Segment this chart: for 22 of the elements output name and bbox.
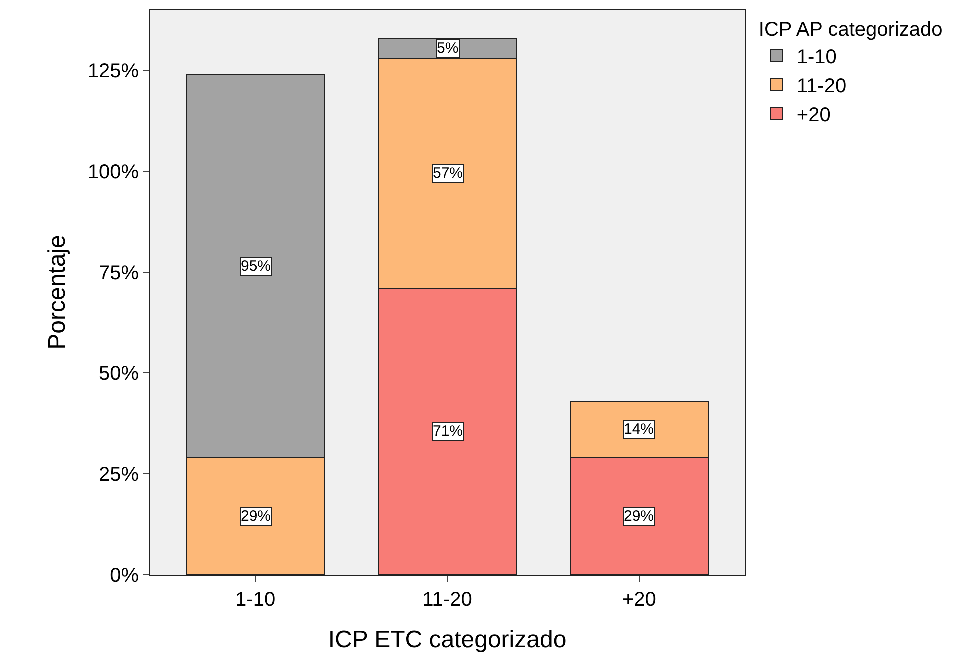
x-tick-label: +20 [622, 589, 656, 611]
legend-label: 11-20 [796, 75, 847, 98]
y-tick-label: 100% [88, 161, 140, 184]
data-label: 14% [624, 421, 654, 438]
data-label: 29% [241, 508, 272, 525]
x-tick-label: 1-10 [236, 589, 276, 611]
data-label: 95% [241, 258, 272, 275]
y-axis-title: Porcentaje [44, 235, 71, 350]
y-tick-label: 50% [98, 363, 140, 386]
legend-label: +20 [796, 104, 831, 126]
x-tick-label: 11-20 [422, 589, 472, 611]
y-tick-label: 125% [88, 60, 140, 83]
data-label: 5% [437, 40, 459, 57]
y-tick-label: 25% [98, 464, 140, 486]
y-tick-label: 75% [98, 262, 140, 284]
data-label: 29% [624, 508, 654, 525]
legend-title: ICP AP categorizado [758, 19, 943, 41]
data-label: 71% [433, 423, 464, 440]
data-label: 57% [433, 165, 464, 182]
y-tick-label: 0% [110, 565, 140, 587]
legend-label: 1-10 [796, 46, 837, 68]
x-axis-title: ICP ETC categorizado [328, 626, 567, 654]
